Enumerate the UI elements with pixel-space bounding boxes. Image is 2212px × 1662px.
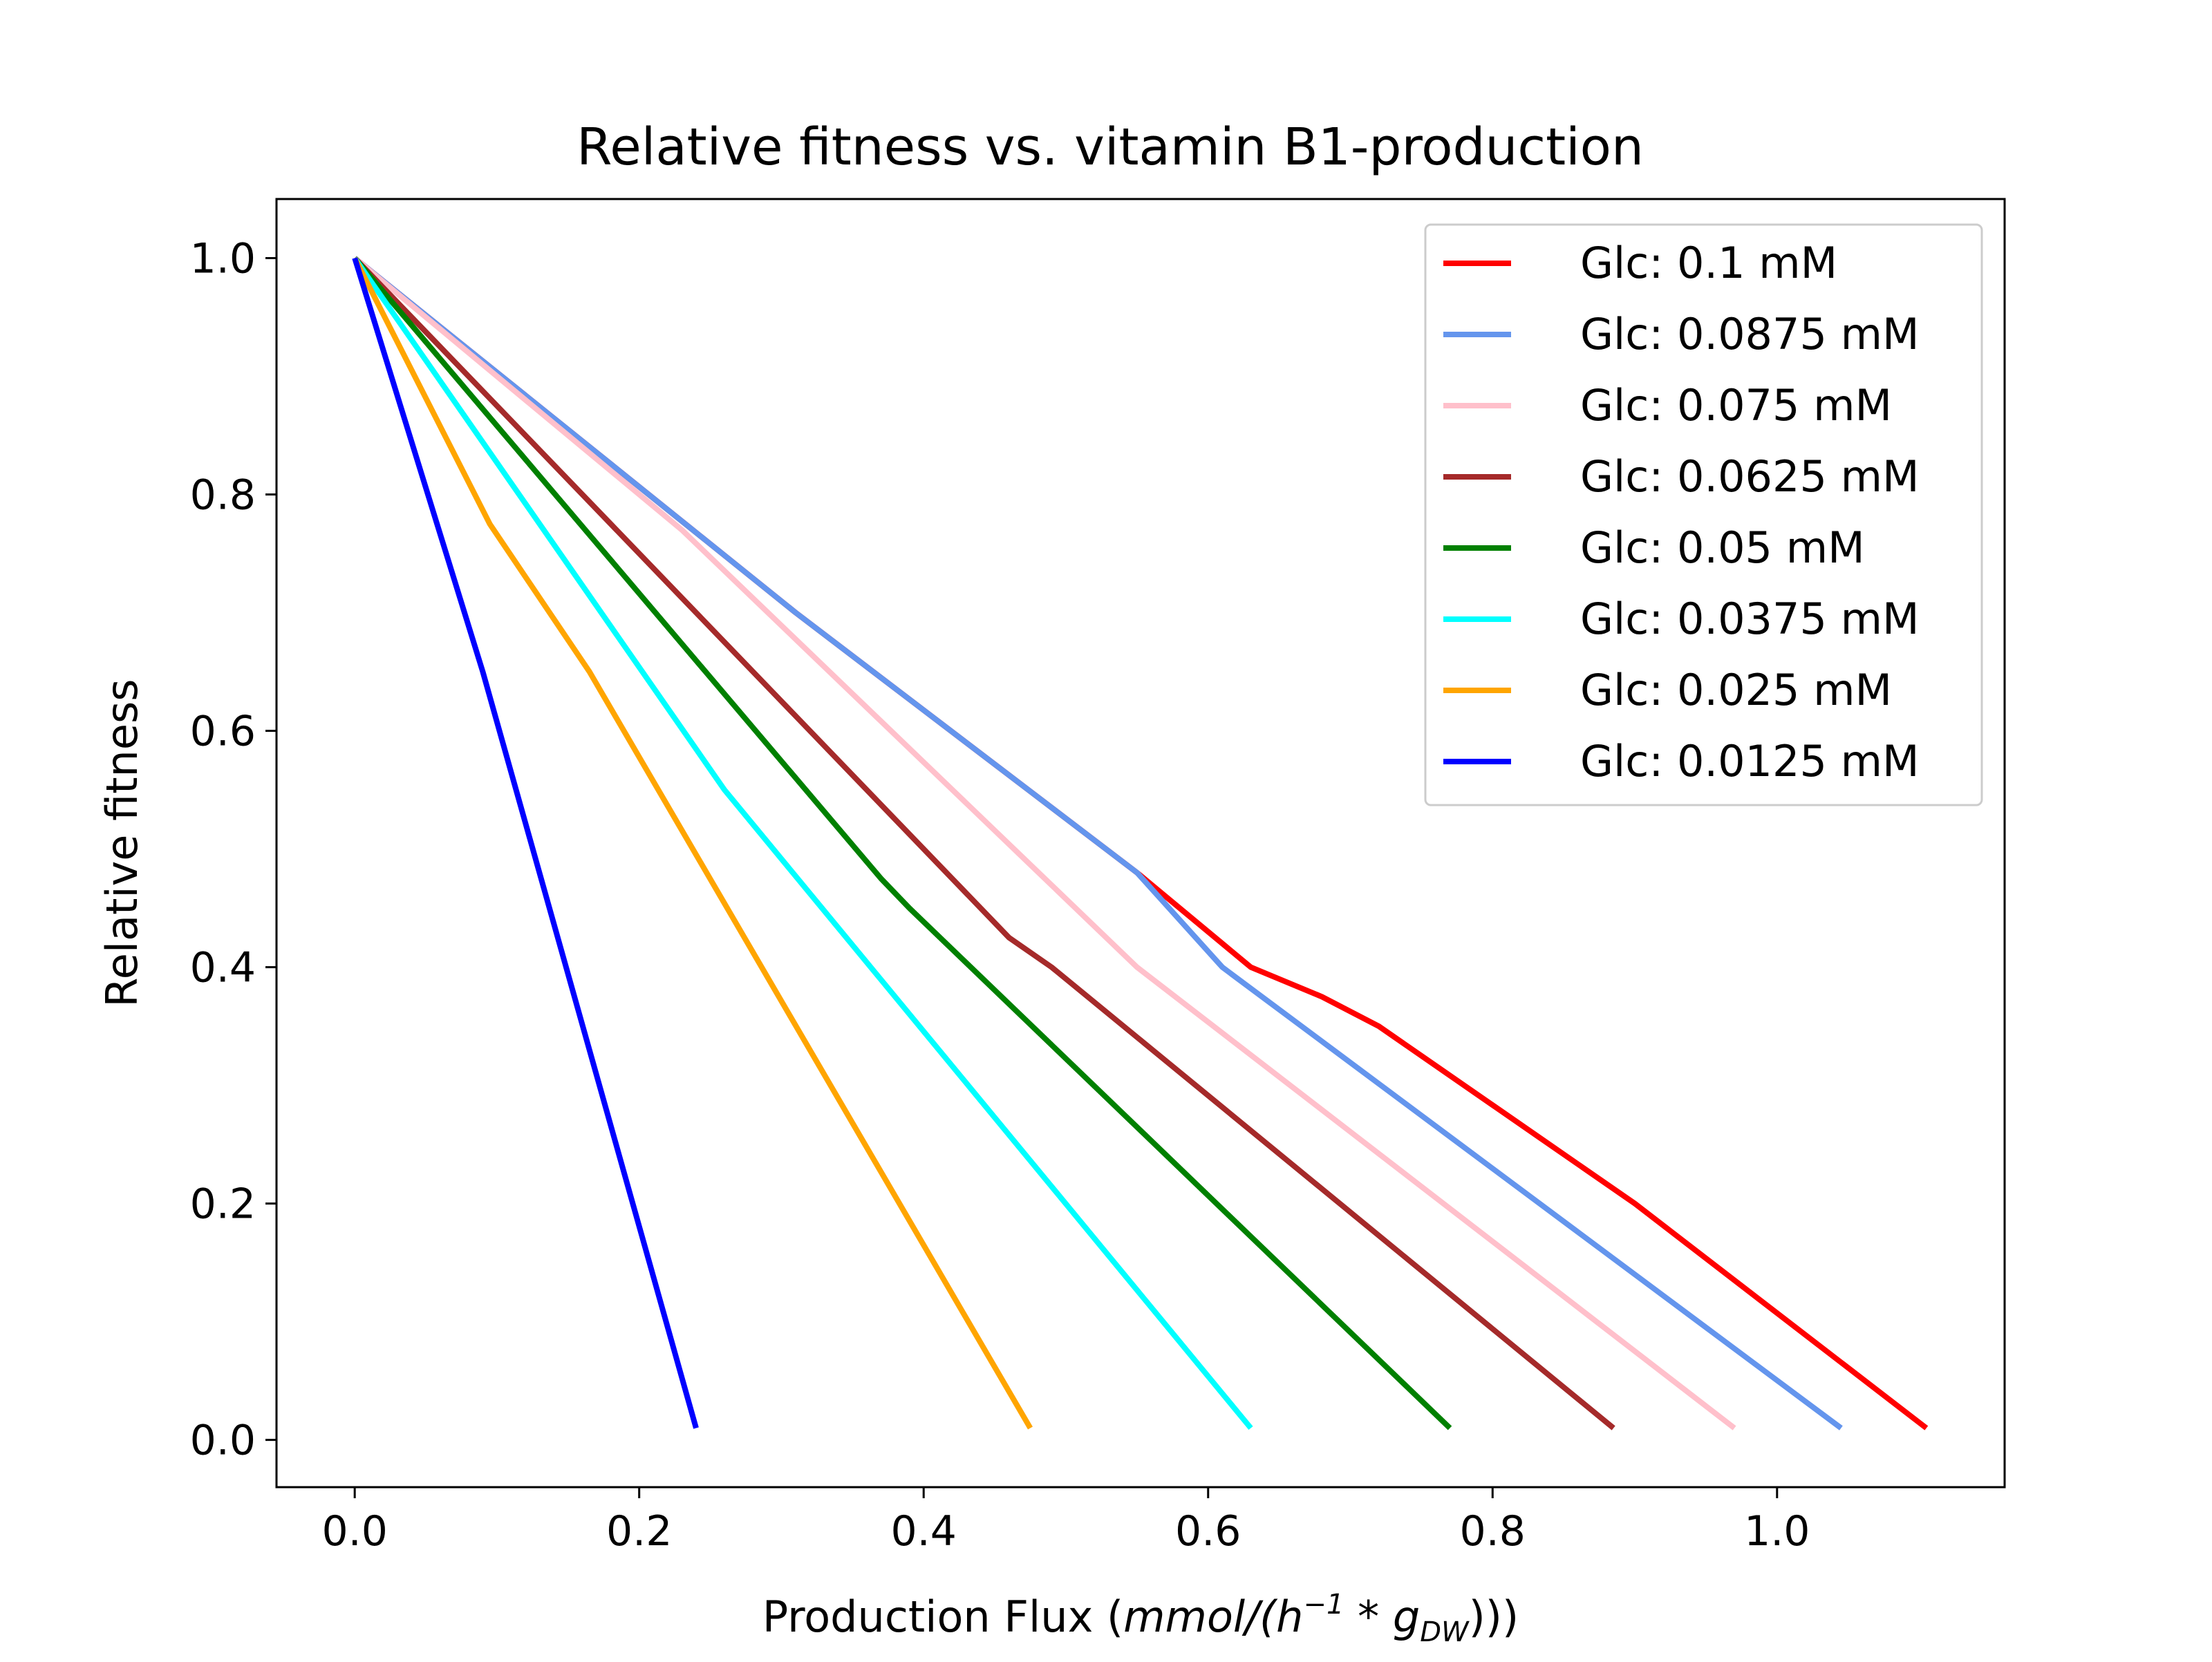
legend-label: Glc: 0.0875 mM [1580, 309, 1920, 359]
series-line-4 [353, 256, 1615, 1430]
y-axis: 0.0 0.2 0.4 0.6 0.8 1.0 [190, 235, 276, 1465]
series-layer [352, 256, 1929, 1430]
legend-label: Glc: 0.075 mM [1580, 380, 1892, 431]
series-line-6 [352, 256, 1253, 1430]
x-tick-label: 1.0 [1744, 1507, 1810, 1556]
legend-box [1424, 223, 1983, 806]
series-line-8 [352, 257, 699, 1429]
y-axis-label: Relative fitness [97, 679, 147, 1007]
x-axis: 0.0 0.2 0.4 0.6 0.8 1.0 [321, 1487, 1810, 1556]
x-axis-label-superscript: −1 [1303, 1589, 1344, 1621]
x-axis-label: Production Flux (mmol/(h−1 * gDW))) [762, 1589, 1519, 1648]
plot-frame [275, 198, 2006, 1489]
legend: Glc: 0.1 mM Glc: 0.0875 mM Glc: 0.075 mM Gl… [1424, 223, 1983, 806]
x-tick-label: 0.2 [606, 1507, 672, 1556]
x-axis-label-prefix: Production Flux ( [762, 1592, 1123, 1642]
y-tick-label: 1.0 [190, 235, 256, 283]
y-tick-label: 0.2 [190, 1180, 256, 1229]
series-line-3 [353, 256, 1736, 1430]
legend-label: Glc: 0.05 mM [1580, 522, 1865, 573]
x-tick-label: 0.8 [1460, 1507, 1526, 1556]
x-tick-label: 0.6 [1175, 1507, 1241, 1556]
y-tick-label: 0.4 [190, 944, 256, 992]
series-line-2 [353, 256, 1843, 1430]
legend-label: Glc: 0.0625 mM [1580, 451, 1920, 502]
y-tick-label: 0.8 [190, 471, 256, 520]
x-axis-label-unit: mmol/(h [1123, 1592, 1303, 1642]
legend-label: Glc: 0.025 mM [1580, 665, 1892, 715]
x-tick-label: 0.0 [321, 1507, 387, 1556]
x-axis-label-suffix: ))) [1469, 1592, 1519, 1642]
x-axis-label-unit-mid: * g [1344, 1592, 1420, 1642]
chart-title: Relative fitness vs. vitamin B1-producti… [577, 117, 1644, 177]
y-tick-label: 0.0 [190, 1417, 256, 1465]
x-axis-label-subscript: DW [1420, 1616, 1470, 1648]
x-tick-label: 0.4 [891, 1507, 957, 1556]
series-line-5 [353, 256, 1452, 1430]
legend-label: Glc: 0.1 mM [1580, 238, 1837, 288]
legend-label: Glc: 0.0125 mM [1580, 736, 1920, 786]
series-line-7 [352, 256, 1033, 1430]
legend-label: Glc: 0.0375 mM [1580, 594, 1920, 644]
y-tick-label: 0.6 [190, 708, 256, 756]
